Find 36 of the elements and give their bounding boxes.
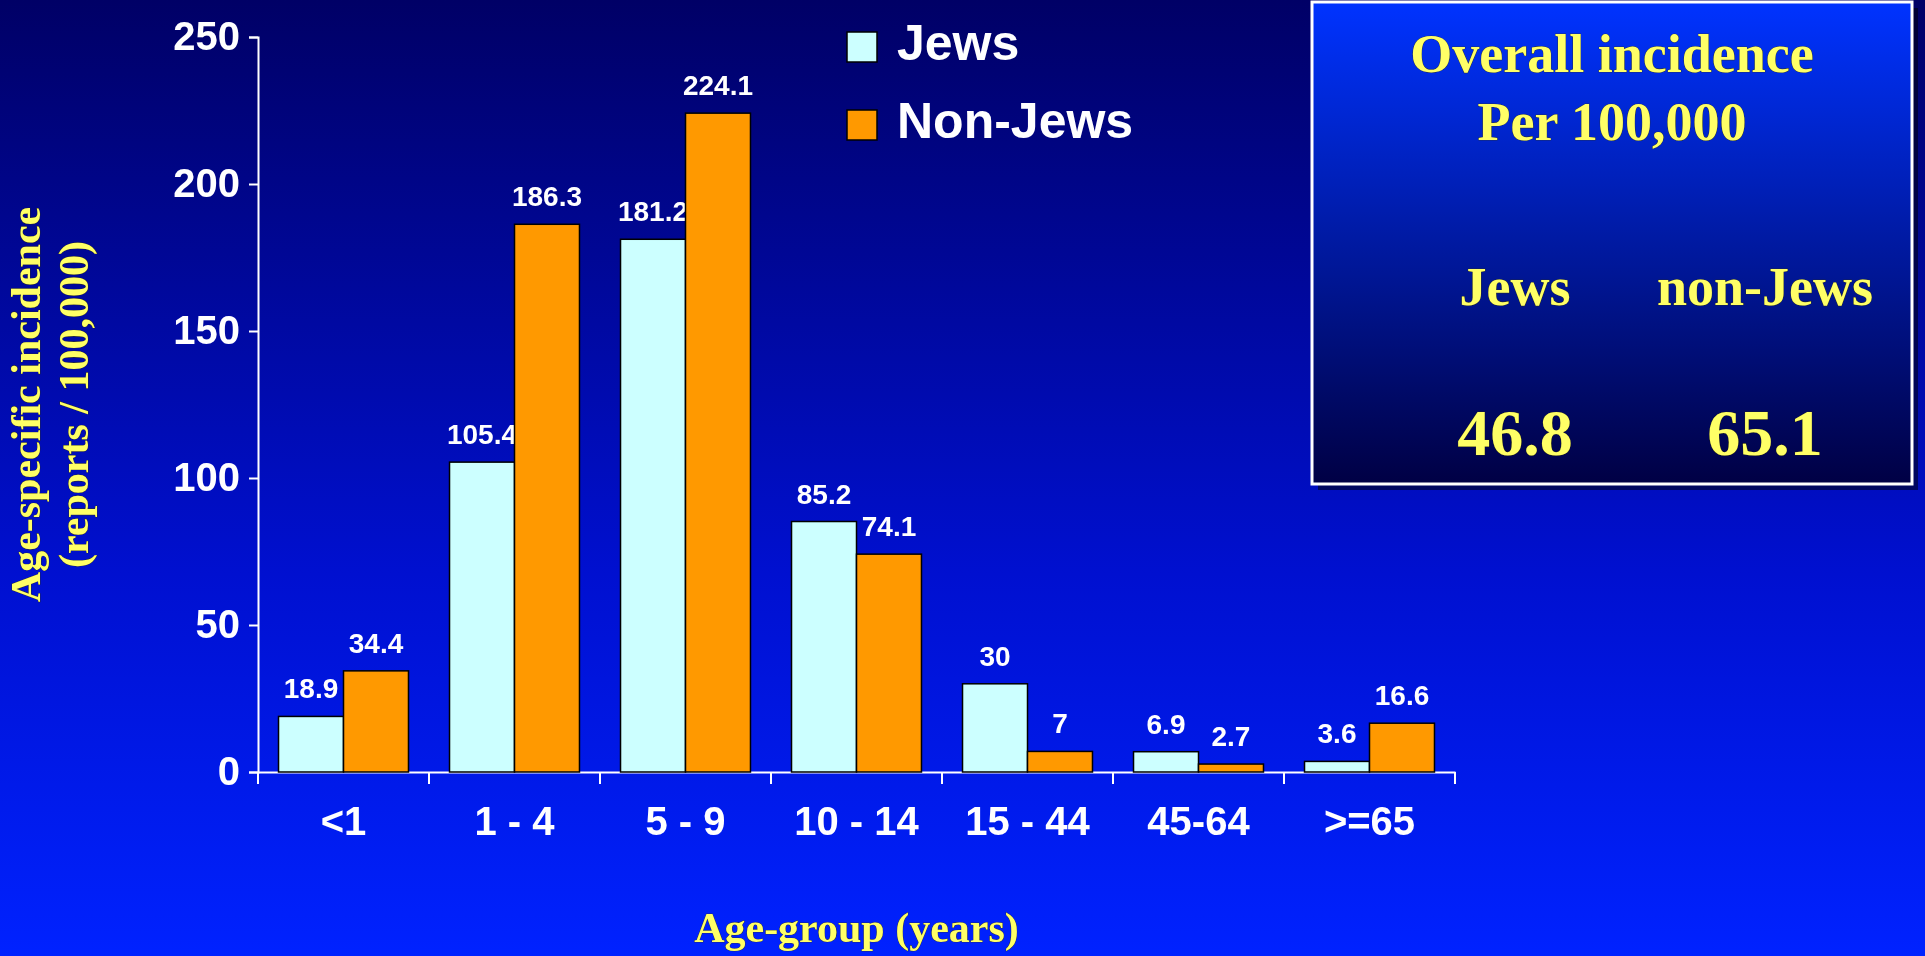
data-label: 3.6 — [1317, 718, 1357, 750]
text: non-Jews — [1656, 257, 1874, 317]
data-label: 85.2 — [796, 478, 852, 510]
y-axis-title: Age-specific incidence (reports / 100,000) — [3, 206, 98, 603]
y-tick-label: 250 — [173, 14, 240, 59]
x-tick-label: 45-64 — [1147, 799, 1251, 843]
x-tick-label: <1 — [320, 799, 367, 843]
data-label: 224.1 — [682, 70, 754, 102]
data-label: 186.3 — [511, 181, 583, 213]
legend-label: Jews — [897, 15, 1020, 71]
data-label: 2.7 — [1211, 721, 1251, 753]
x-tick-label: 1 - 4 — [474, 799, 556, 843]
y-tick-label: 100 — [173, 455, 240, 500]
data-label: 34.4 — [348, 627, 404, 659]
y-tick-label: 0 — [217, 749, 240, 794]
data-label: 7 — [1052, 708, 1068, 740]
annotation: Overall incidence Per 100,000 — [1410, 24, 1814, 152]
x-tick-label: 10 - 14 — [794, 799, 920, 843]
text: Jews — [1459, 257, 1571, 317]
data-label: 30 — [979, 640, 1011, 672]
data-label: 6.9 — [1146, 708, 1186, 740]
data-label: 74.1 — [861, 511, 917, 543]
text: 65.1 — [1707, 396, 1823, 469]
x-tick-label: 5 - 9 — [645, 799, 726, 843]
text: 46.8 — [1457, 396, 1573, 469]
y-tick-label: 50 — [195, 602, 240, 647]
x-axis-title: Age-group (years) — [694, 905, 1019, 952]
x-tick-label: >=65 — [1323, 799, 1416, 843]
data-label: 16.6 — [1374, 680, 1430, 712]
data-label: 105.4 — [446, 419, 518, 451]
data-label: 18.9 — [283, 673, 339, 705]
x-tick-label: 15 - 44 — [965, 799, 1091, 843]
legend-label: Non-Jews — [897, 93, 1134, 149]
y-tick-label: 200 — [173, 161, 240, 206]
y-tick-label: 150 — [173, 308, 240, 353]
data-label: 181.2 — [617, 196, 689, 228]
